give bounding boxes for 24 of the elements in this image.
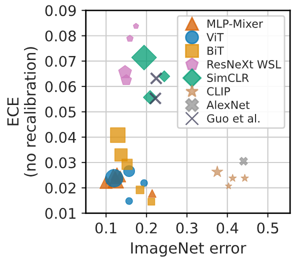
legend-label: SimCLR bbox=[207, 73, 249, 82]
y-tick-label: 0.06 bbox=[45, 81, 76, 92]
y-tick-label: 0.02 bbox=[45, 182, 76, 194]
x-tick-label: 0.5 bbox=[257, 222, 278, 234]
legend-label: AlexNet bbox=[206, 100, 250, 110]
y-tick-label: 0.09 bbox=[45, 5, 76, 16]
legend-label: BiT bbox=[208, 46, 224, 55]
legend-label: ResNeXt WSL bbox=[208, 60, 282, 68]
x-axis-title: ImageNet error bbox=[131, 242, 246, 257]
x-tick-label: 0.1 bbox=[95, 222, 116, 234]
legend-label: ViT bbox=[206, 32, 224, 42]
y-tick-label: 0.01 bbox=[45, 208, 76, 219]
legend-label: Guo et al. bbox=[207, 114, 260, 123]
legend-label: MLP-Mixer bbox=[208, 19, 264, 28]
y-tick-label: 0.03 bbox=[45, 157, 76, 168]
legend-label: CLIP bbox=[207, 87, 230, 96]
x-tick-label: 0.3 bbox=[176, 222, 198, 234]
y-tick-label: 0.08 bbox=[45, 30, 76, 42]
x-tick-label: 0.4 bbox=[216, 222, 238, 234]
y-tick-label: 0.04 bbox=[45, 132, 76, 143]
y-tick-label: 0.05 bbox=[45, 106, 76, 118]
x-tick-label: 0.2 bbox=[136, 222, 157, 234]
y-tick-label: 0.07 bbox=[45, 56, 76, 67]
y-axis-title: ECE (no recalibration) bbox=[7, 47, 38, 176]
